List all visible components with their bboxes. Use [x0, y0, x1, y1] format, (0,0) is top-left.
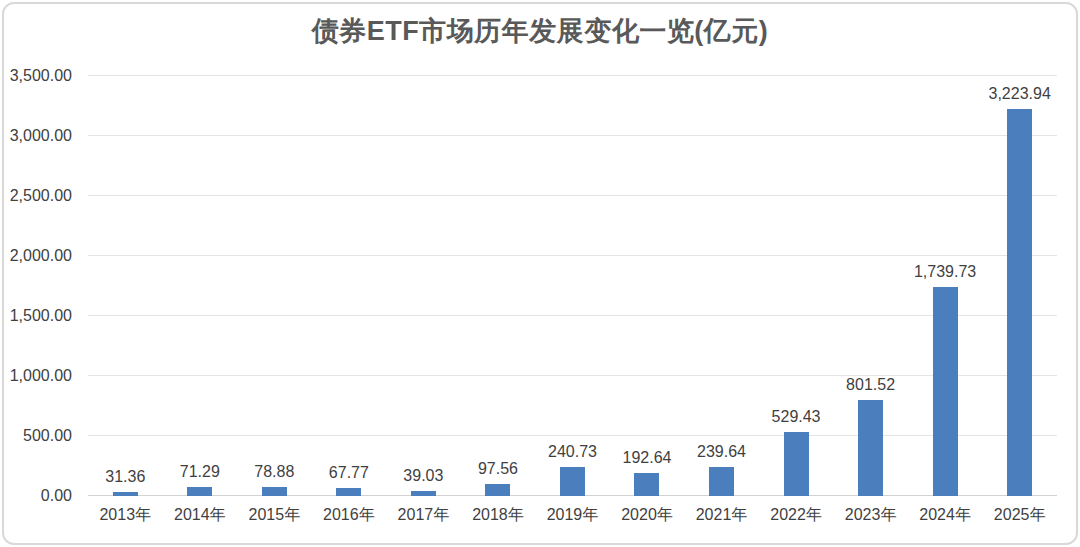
bar [634, 473, 659, 496]
x-axis-label: 2015年 [249, 505, 301, 526]
bar-column: 1,739.732024年 [908, 76, 983, 496]
bar [262, 487, 287, 496]
bar-value-label: 1,739.73 [914, 263, 976, 281]
bar [784, 432, 809, 496]
bar-value-label: 78.88 [254, 463, 294, 481]
bar-value-label: 97.56 [478, 460, 518, 478]
bar [113, 492, 138, 496]
bar-column: 97.562018年 [461, 76, 536, 496]
bar-column: 71.292014年 [163, 76, 238, 496]
bar [187, 487, 212, 496]
x-axis-label: 2014年 [174, 505, 226, 526]
bar-column: 240.732019年 [535, 76, 610, 496]
bar-value-label: 39.03 [403, 467, 443, 485]
y-axis-tick-label: 3,500.00 [0, 67, 72, 85]
x-axis-label: 2020年 [621, 505, 673, 526]
bar-value-label: 3,223.94 [989, 85, 1051, 103]
bar [336, 488, 361, 496]
bar [411, 491, 436, 496]
bar-column: 67.772016年 [312, 76, 387, 496]
bar-value-label: 529.43 [772, 408, 821, 426]
x-axis-label: 2018年 [472, 505, 524, 526]
y-axis-labels: 0.00500.001,000.001,500.002,000.002,500.… [0, 76, 80, 496]
bar-column: 39.032017年 [386, 76, 461, 496]
chart-title: 债券ETF市场历年发展变化一览(亿元) [0, 13, 1080, 49]
bar-column: 78.882015年 [237, 76, 312, 496]
plot-area: 31.362013年71.292014年78.882015年67.772016年… [88, 76, 1057, 496]
bar-column: 529.432022年 [759, 76, 834, 496]
bar-column: 192.642020年 [610, 76, 685, 496]
x-axis-label: 2021年 [696, 505, 748, 526]
bar [858, 400, 883, 496]
bar-value-label: 192.64 [623, 449, 672, 467]
x-axis-label: 2013年 [99, 505, 151, 526]
bar-chart: 债券ETF市场历年发展变化一览(亿元) 0.00 500.00 1,000.00 1,… [0, 0, 1080, 547]
y-axis-tick-label: 3,000.00 [0, 127, 72, 145]
bar [1007, 109, 1032, 496]
y-axis-tick-label: 0.00 [0, 487, 72, 505]
x-axis-label: 2023年 [845, 505, 897, 526]
y-axis-tick-label: 500.00 [0, 427, 72, 445]
bar-column: 239.642021年 [684, 76, 759, 496]
bar-value-label: 31.36 [105, 468, 145, 486]
x-axis-label: 2025年 [994, 505, 1046, 526]
bars-layer: 31.362013年71.292014年78.882015年67.772016年… [88, 76, 1057, 496]
x-axis-label: 2022年 [770, 505, 822, 526]
y-axis-tick-label: 2,500.00 [0, 187, 72, 205]
x-axis-label: 2024年 [919, 505, 971, 526]
bar-value-label: 71.29 [180, 463, 220, 481]
bar [933, 287, 958, 496]
bar [485, 484, 510, 496]
bar-value-label: 239.64 [697, 443, 746, 461]
bar-column: 801.522023年 [833, 76, 908, 496]
x-axis-label: 2019年 [547, 505, 599, 526]
bar-value-label: 67.77 [329, 464, 369, 482]
bar-column: 3,223.942025年 [982, 76, 1057, 496]
bar [709, 467, 734, 496]
bar-value-label: 240.73 [548, 443, 597, 461]
bar [560, 467, 585, 496]
x-axis-label: 2017年 [398, 505, 450, 526]
bar-value-label: 801.52 [846, 376, 895, 394]
y-axis-tick-label: 1,000.00 [0, 367, 72, 385]
x-axis-label: 2016年 [323, 505, 375, 526]
bar-column: 31.362013年 [88, 76, 163, 496]
y-axis-tick-label: 1,500.00 [0, 307, 72, 325]
y-axis-tick-label: 2,000.00 [0, 247, 72, 265]
